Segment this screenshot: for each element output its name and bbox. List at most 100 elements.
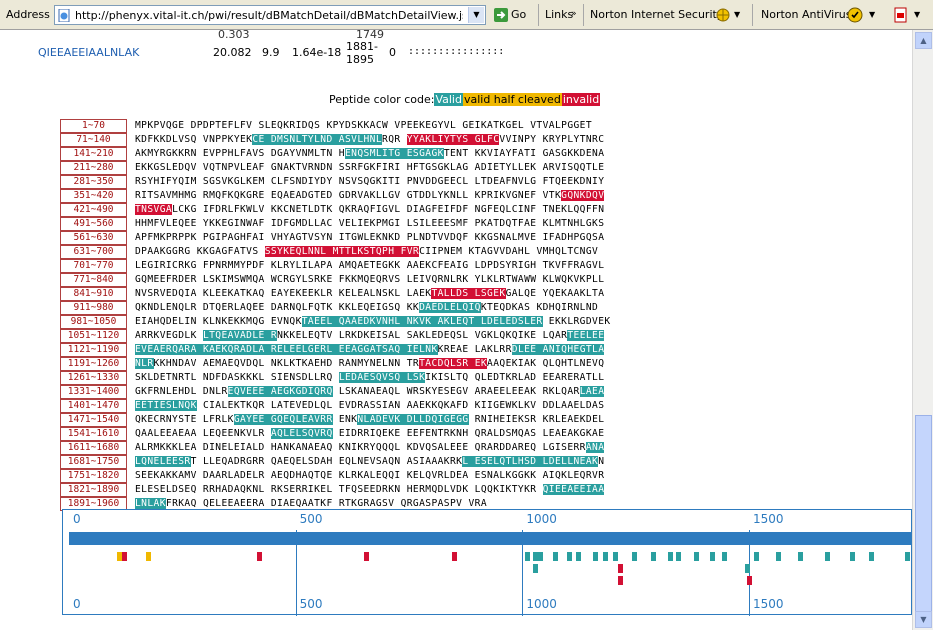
page-icon [58, 9, 70, 22]
peptide-marker[interactable] [122, 552, 128, 561]
peptide-marker[interactable] [575, 552, 581, 561]
peptide-marker[interactable] [116, 552, 122, 561]
peptide-marker[interactable] [632, 552, 638, 561]
sequence-text: IKISLTQ QLEDTKRLAD EEARERATLL [425, 372, 605, 383]
peptide-segment[interactable]: QARA KAEKQRADLA RELEELGERL EEAGGATSAQ IE… [172, 344, 438, 355]
peptide-marker[interactable] [747, 576, 753, 585]
peptide-marker[interactable] [553, 552, 559, 561]
peptide-marker[interactable] [363, 552, 369, 561]
peptide-marker[interactable] [613, 552, 618, 561]
peptide-marker[interactable] [650, 552, 656, 561]
peptide-marker[interactable] [693, 552, 699, 561]
peptide-segment[interactable]: EVEAER [135, 344, 173, 355]
range-label: 841~910 [60, 287, 127, 301]
vertical-scrollbar[interactable]: ▲ ▼ [912, 30, 933, 630]
norton-antivirus-button[interactable]: Norton AntiVirus [761, 8, 852, 21]
pdf-dropdown-icon[interactable]: ▼ [914, 10, 921, 19]
peptide-marker[interactable] [710, 552, 716, 561]
peptide-marker[interactable] [452, 552, 458, 561]
norton-security-button[interactable]: Norton Internet Security [590, 8, 724, 21]
peptide-marker[interactable] [257, 552, 263, 561]
peptide-segment[interactable]: NLADEVK DLLDQIGEGG [357, 414, 469, 425]
norton-antivirus-dropdown-icon[interactable]: ▼ [869, 10, 876, 19]
sequence-text: RSYHIFYQIM SGSVKGLKEM CLFSNDIYDY NSVSQGK… [135, 176, 605, 187]
peptide-marker[interactable] [849, 552, 855, 561]
go-button[interactable]: Go [492, 4, 534, 26]
peptide-segment[interactable]: LQNELEESR [135, 456, 191, 467]
peptide-segment[interactable]: ANA [585, 442, 605, 453]
peptide-segment[interactable]: QIEEAEEIAA [542, 484, 605, 495]
score-cell: 20.082 [213, 46, 252, 59]
peptide-segment[interactable]: TALLDS LSGEK [431, 288, 506, 299]
url-text[interactable]: http://phenyx.vital-it.ch/pwi/result/dBM… [75, 9, 463, 22]
peptide-marker[interactable] [532, 552, 538, 561]
pdf-icon[interactable] [893, 7, 909, 23]
peptide-segment[interactable]: NLR [135, 358, 154, 369]
peptide-marker[interactable] [721, 552, 727, 561]
peptide-segment[interactable]: LAEA [579, 386, 605, 397]
peptide-segment[interactable]: LEDAESQVSQ LSK [338, 372, 426, 383]
peptide-segment[interactable]: DAEDLELQIQ [419, 302, 481, 313]
map-tick-label: 500 [299, 512, 323, 526]
peptide-marker[interactable] [676, 552, 682, 561]
links-label[interactable]: Links [545, 8, 574, 21]
peptide-segment[interactable]: TACDQLSR EK [419, 358, 488, 369]
sequence-text: QKNDLENQLR DTQERLAQEE DARNQLFQTK KKLEQEI… [135, 302, 420, 313]
prev-hit-row: 0.303 1749 [218, 30, 384, 41]
peptide-segment[interactable]: ENQSMLITG ESGAGK [344, 148, 444, 159]
peptide-marker[interactable] [524, 552, 530, 561]
sequence-row: HHMFVLEQEE YKKEGINWAF IDFGMDLLAC VELIEKP… [135, 217, 875, 231]
peptide-marker[interactable] [776, 552, 782, 561]
peptide-marker[interactable] [825, 552, 831, 561]
range-label: 1751~1820 [60, 469, 127, 483]
peptide-color-legend: Peptide color code:Valid valid half cleav… [329, 93, 601, 106]
sequence-text: ELESELDSEQ RRHADAQKNL RKSERRIKEL TFQSEED… [135, 484, 543, 495]
peptide-segment[interactable]: L ESELQTLHSD LDELLNEAK [462, 456, 599, 467]
peptide-marker[interactable] [566, 552, 572, 561]
address-bar[interactable]: http://phenyx.vital-it.ch/pwi/result/dBM… [54, 5, 486, 25]
peptide-segment[interactable]: YYAKLIYTYS GLFC [406, 134, 500, 145]
peptide-link[interactable]: QIEEAEEIAALNLAK [38, 46, 140, 59]
peptide-marker[interactable] [617, 564, 623, 573]
peptide-segment[interactable]: TEELEE [567, 330, 605, 341]
peptide-marker[interactable] [592, 552, 598, 561]
norton-security-dropdown-icon[interactable]: ▼ [734, 10, 741, 19]
sequence-row: RITSAVMHMG RMQFKQKGRE EQAEADGTED GDRVAKL… [135, 189, 875, 203]
norton-shield-icon[interactable] [847, 7, 863, 23]
range-label: 1051~1120 [60, 329, 127, 343]
scroll-down-icon[interactable]: ▼ [915, 611, 932, 628]
sequence-row: AKMYRGKKRN EVPPHLFAVS DGAYVNMLTN HENQSML… [135, 147, 875, 161]
peptide-marker[interactable] [745, 564, 751, 573]
peptide-segment[interactable]: LTQEAVADLE R [202, 330, 278, 341]
peptide-segment[interactable]: TAEEL QAAEDKVNHL NKVK AKLEQT LDELEDSLER [301, 316, 543, 327]
norton-globe-icon[interactable] [716, 8, 730, 22]
peptide-segment[interactable]: CE DMSNLTYLND ASVLHNL [252, 134, 383, 145]
peptide-segment[interactable]: GAYEE GQEQLEAVRR [233, 414, 333, 425]
peptide-marker[interactable] [668, 552, 674, 561]
peptide-marker[interactable] [617, 576, 623, 585]
peptide-segment[interactable]: EETIESLNQK [135, 400, 197, 411]
scroll-up-icon[interactable]: ▲ [915, 32, 932, 49]
peptide-marker[interactable] [905, 552, 911, 561]
range-label: 1191~1260 [60, 357, 127, 371]
peptide-marker[interactable] [797, 552, 803, 561]
peptide-segment[interactable]: EQVEEE AEGKGDIQRQ [227, 386, 333, 397]
legend-valid: Valid [434, 93, 463, 106]
peptide-marker[interactable] [603, 552, 609, 561]
address-dropdown-icon[interactable]: ▼ [468, 7, 484, 23]
peptide-segment[interactable]: LNLAK [135, 498, 166, 509]
peptide-segment[interactable]: GQNKDQV [561, 190, 605, 201]
peptide-segment[interactable]: TNSVGA [135, 204, 173, 215]
sequence-row: APFMKPRPPK PGIPAGHFAI VHYAGTVSYN ITGWLEK… [135, 231, 875, 245]
peptide-segment[interactable]: DLEE ANIQHEGTLA [511, 344, 605, 355]
peptide-marker[interactable] [753, 552, 759, 561]
peptide-segment[interactable]: SSYKEQLNNL MTTLKSTQPH FVR [264, 246, 420, 257]
peptide-marker[interactable] [146, 552, 152, 561]
peptide-segment[interactable]: AQLELSQVRQ [270, 428, 333, 439]
peptide-marker[interactable] [538, 552, 544, 561]
scroll-thumb[interactable] [915, 415, 932, 615]
peptide-marker[interactable] [532, 564, 538, 573]
links-chevron-icon[interactable]: » [571, 9, 577, 19]
peptide-marker[interactable] [869, 552, 875, 561]
sequence-text: GQMEEFRDER LSKIMSWMQA WCRGYLSRKE FKKMQEQ… [135, 274, 605, 285]
